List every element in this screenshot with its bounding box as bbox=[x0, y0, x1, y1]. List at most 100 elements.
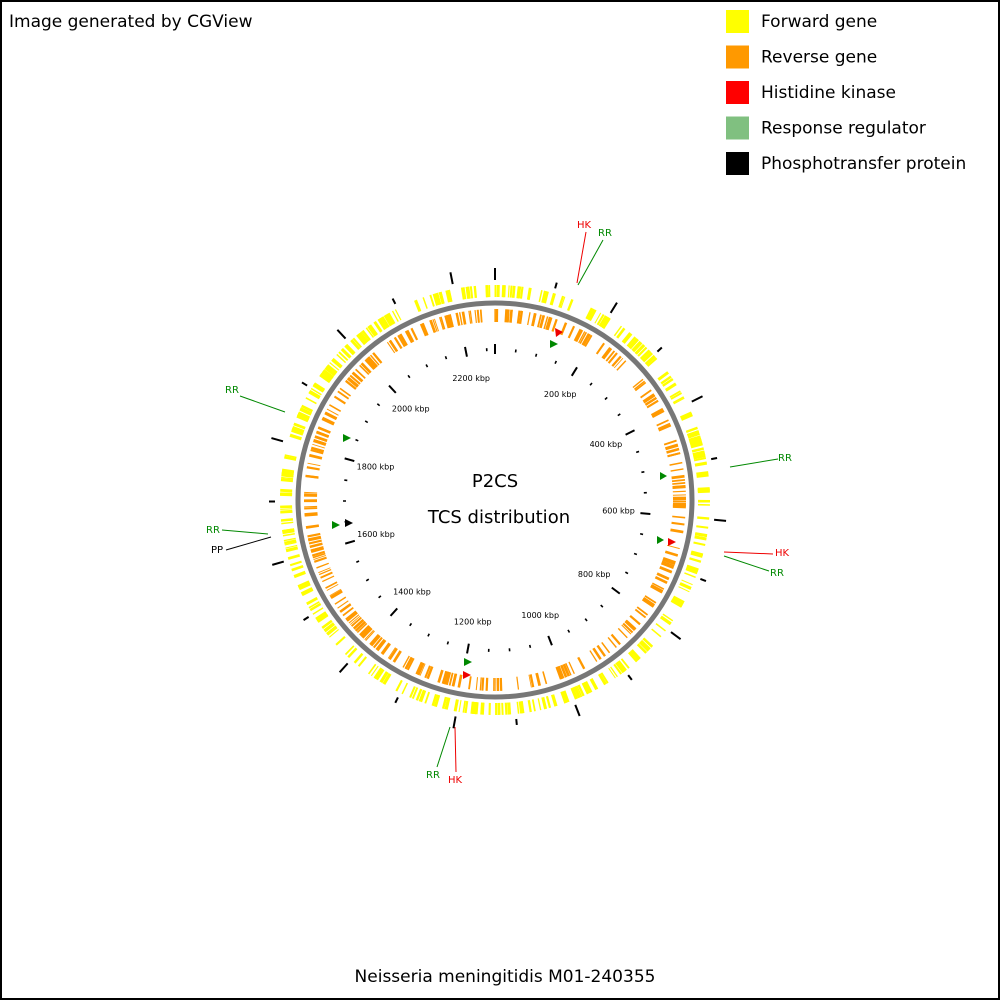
reverse-gene bbox=[402, 655, 410, 668]
outer-tick bbox=[691, 395, 703, 403]
forward-gene bbox=[693, 453, 706, 460]
forward-gene bbox=[301, 589, 314, 597]
outer-tick bbox=[301, 381, 308, 387]
reverse-gene bbox=[506, 309, 510, 323]
reverse-gene bbox=[432, 319, 438, 332]
backbone bbox=[295, 300, 695, 700]
header: Image generated by CGView bbox=[9, 12, 253, 32]
forward-gene bbox=[573, 686, 581, 699]
forward-gene bbox=[664, 382, 677, 392]
forward-gene bbox=[587, 308, 597, 322]
forward-gene bbox=[541, 290, 548, 304]
forward-gene bbox=[419, 689, 427, 703]
forward-gene bbox=[694, 461, 707, 465]
forward-gene bbox=[628, 651, 638, 663]
forward-gene bbox=[679, 582, 692, 590]
inner-tick bbox=[600, 604, 604, 608]
inner-tick bbox=[625, 429, 635, 436]
reverse-gene bbox=[448, 314, 454, 328]
reverse-gene bbox=[334, 596, 347, 605]
reverse-gene bbox=[446, 314, 452, 328]
marker bbox=[464, 658, 472, 666]
reverse-gene bbox=[337, 600, 349, 609]
tick-label: 1400 kbp bbox=[393, 588, 431, 597]
forward-gene bbox=[345, 343, 356, 355]
reverse-gene bbox=[616, 360, 627, 371]
reverse-gene bbox=[330, 590, 343, 600]
forward-gene bbox=[600, 672, 608, 684]
reverse-gene bbox=[306, 466, 320, 471]
inner-tick bbox=[570, 366, 578, 377]
inner-tick bbox=[617, 413, 621, 417]
reverse-gene bbox=[611, 355, 622, 367]
forward-gene bbox=[696, 473, 709, 478]
forward-gene bbox=[280, 488, 293, 493]
reverse-gene bbox=[305, 525, 320, 529]
legend-label: Phosphotransfer protein bbox=[761, 154, 966, 174]
forward-gene bbox=[598, 315, 608, 327]
reverse-gene bbox=[579, 331, 588, 345]
forward-gene bbox=[632, 342, 643, 353]
inner-tick bbox=[584, 618, 588, 622]
reverse-gene bbox=[560, 664, 568, 678]
reverse-gene bbox=[404, 331, 413, 344]
forward-gene bbox=[697, 488, 710, 492]
outer-tick bbox=[271, 437, 284, 443]
reverse-gene bbox=[545, 316, 552, 330]
forward-gene bbox=[509, 285, 513, 298]
forward-gene bbox=[466, 286, 471, 299]
forward-gene bbox=[381, 316, 390, 328]
reverse-gene bbox=[589, 650, 598, 662]
inner-tick bbox=[554, 360, 558, 364]
forward-gene bbox=[688, 435, 701, 441]
reverse-gene bbox=[354, 620, 366, 631]
forward-gene bbox=[636, 643, 648, 654]
forward-gene bbox=[352, 337, 362, 348]
forward-gene bbox=[576, 685, 583, 698]
forward-gene bbox=[661, 615, 672, 624]
legend-swatch bbox=[726, 116, 749, 140]
tick-label: 2000 kbp bbox=[392, 405, 430, 414]
reverse-gene bbox=[364, 629, 374, 640]
reverse-gene bbox=[326, 408, 339, 416]
reverse-gene bbox=[650, 407, 664, 417]
forward-gene bbox=[589, 678, 598, 691]
forward-gene bbox=[673, 595, 685, 604]
reverse-gene bbox=[339, 387, 352, 397]
forward-gene bbox=[309, 603, 322, 612]
forward-gene bbox=[441, 696, 448, 709]
tick-label: 800 kbp bbox=[578, 570, 611, 579]
outer-tick bbox=[271, 560, 285, 566]
forward-gene bbox=[289, 433, 302, 441]
forward-gene bbox=[528, 287, 532, 300]
feature-label: HK bbox=[775, 548, 790, 559]
forward-gene bbox=[287, 553, 301, 560]
feature-markers bbox=[332, 328, 676, 679]
legend-swatch bbox=[726, 81, 749, 104]
forward-gene bbox=[526, 287, 532, 300]
reverse-gene bbox=[568, 661, 575, 675]
reverse-gene bbox=[324, 411, 338, 420]
reverse-gene bbox=[578, 331, 586, 344]
reverse-gene bbox=[607, 352, 618, 364]
tick-label: 400 kbp bbox=[590, 440, 623, 449]
forward-gene bbox=[591, 678, 599, 690]
forward-gene bbox=[326, 625, 338, 636]
forward-gene bbox=[631, 340, 642, 352]
forward-gene bbox=[687, 431, 700, 439]
reverse-gene bbox=[669, 461, 683, 466]
forward-gene bbox=[305, 397, 317, 405]
forward-gene bbox=[686, 430, 700, 436]
forward-gene bbox=[429, 294, 435, 307]
reverse-gene bbox=[479, 309, 483, 323]
reverse-gene bbox=[397, 334, 406, 348]
inner-tick bbox=[641, 470, 645, 474]
reverse-gene bbox=[361, 627, 373, 639]
reverse-gene bbox=[644, 595, 657, 604]
forward-gene bbox=[662, 613, 674, 622]
forward-gene bbox=[599, 673, 607, 685]
forward-gene bbox=[338, 351, 349, 362]
forward-gene bbox=[685, 426, 698, 434]
inner-tick bbox=[624, 571, 629, 575]
forward-gene bbox=[507, 702, 512, 715]
